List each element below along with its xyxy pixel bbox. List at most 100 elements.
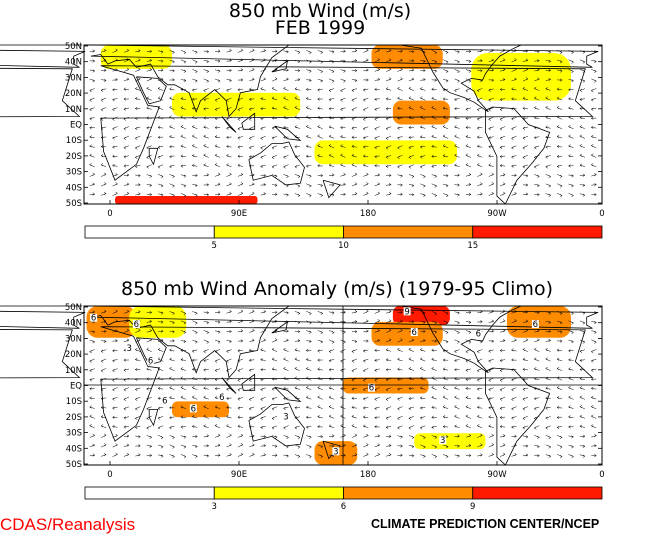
colorbar-label: 6 <box>341 502 346 512</box>
coastline <box>248 141 305 186</box>
contour-label-bg <box>189 404 197 413</box>
vector-field <box>89 309 597 459</box>
coastline <box>485 367 551 466</box>
y-tick-label: 50N <box>65 303 82 313</box>
y-tick-label: 50S <box>66 199 82 209</box>
colorbar-swatch <box>84 486 215 500</box>
footer-credit-left: CDAS/Reanalysis <box>0 515 135 534</box>
x-tick-label: 90E <box>231 470 247 480</box>
panel2-wind-vectors <box>89 309 597 459</box>
contour-label: 6 <box>369 384 374 394</box>
y-tick-label: 40N <box>65 58 82 68</box>
coastline <box>148 408 159 427</box>
coastline <box>274 125 302 141</box>
y-tick-label: 30N <box>65 334 82 344</box>
x-tick-label: 90W <box>487 209 507 219</box>
coastline <box>100 326 594 442</box>
coastline <box>271 60 288 73</box>
y-tick-label: 50N <box>65 42 82 52</box>
contour-label: 6 <box>148 357 153 367</box>
contour-label: 6 <box>533 320 538 330</box>
coastline <box>241 112 256 130</box>
y-tick-label: 10N <box>65 105 82 115</box>
shaded-region <box>172 92 301 117</box>
coastline <box>148 147 159 166</box>
panel2-y-ticks: 50N 40N 30N 20N 10N EQ 10S 20S 30S 40S 50S <box>65 303 602 470</box>
x-tick-label: 0 <box>107 470 112 480</box>
y-tick-label: 20S <box>66 413 82 423</box>
panel2-colorbar: 3 6 9 <box>84 486 603 512</box>
y-tick-label: 40N <box>65 319 82 329</box>
contour-label-bg <box>125 343 133 352</box>
shaded-region <box>471 52 571 101</box>
y-tick-label: EQ <box>70 121 82 131</box>
contour-label-bg <box>332 447 340 456</box>
colorbar-label: 3 <box>212 502 217 512</box>
y-tick-label: 30N <box>65 73 82 83</box>
coastline <box>136 76 167 105</box>
contour-label-bg <box>161 396 169 405</box>
contour-label-bg <box>439 436 447 445</box>
panel-anomaly: 850 mb Wind Anomaly (m/s) (1979-95 Climo… <box>0 278 605 512</box>
shaded-region <box>86 306 137 338</box>
contour-label-bg <box>410 328 418 337</box>
shaded-region <box>115 196 258 204</box>
contour-label: 6 <box>91 314 96 324</box>
contour-label: 3 <box>440 436 445 446</box>
contour-label: 3 <box>283 412 288 422</box>
panel2-shading <box>86 306 571 465</box>
contour-label: 3 <box>127 344 132 354</box>
y-tick-label: 10N <box>65 366 82 376</box>
y-tick-label: 20S <box>66 152 82 162</box>
x-tick-label: 180 <box>360 470 376 480</box>
shaded-region <box>129 306 187 338</box>
coastline <box>274 386 302 402</box>
panel1-subtitle: FEB 1999 <box>275 17 365 39</box>
contour-label: 6 <box>412 328 417 338</box>
shaded-region <box>343 377 429 394</box>
shaded-region <box>392 100 450 125</box>
colorbar-swatch <box>84 225 215 239</box>
contour-label: 9 <box>404 307 409 317</box>
colorbar-swatch <box>343 486 474 500</box>
colorbar-swatch <box>472 225 603 239</box>
contour-label-bg <box>403 307 411 316</box>
y-tick-label: 20N <box>65 89 82 99</box>
panel2-title: 850 mb Wind Anomaly (m/s) (1979-95 Climo… <box>121 278 553 300</box>
vector-field <box>89 48 597 198</box>
y-tick-label: 10S <box>66 397 82 407</box>
footer-credit-right: CLIMATE PREDICTION CENTER/NCEP <box>371 517 599 531</box>
shaded-region <box>172 401 229 418</box>
colorbar-swatch <box>213 225 344 239</box>
contour-label-bg <box>218 393 226 402</box>
colorbar-swatch <box>472 486 603 500</box>
panel1-shading <box>100 45 571 204</box>
contour-label-bg <box>368 383 375 392</box>
shaded-region <box>371 321 443 346</box>
coastline <box>485 106 551 205</box>
contour-label: 6 <box>162 396 167 406</box>
panel1-title: 850 mb Wind (m/s) <box>229 0 411 22</box>
contour-label-bg <box>282 412 290 421</box>
y-tick-label: 50S <box>66 460 82 470</box>
colorbar-swatch <box>343 225 474 239</box>
contour-label-bg <box>531 320 539 329</box>
contour-label: 3 <box>333 447 338 457</box>
panel-wind: 850 mb Wind (m/s) FEB 1999 50N 40N 30N 20N 1… <box>0 0 605 251</box>
y-tick-label: 40S <box>66 183 82 193</box>
coastline <box>322 179 341 199</box>
contour-label: 6 <box>191 404 196 414</box>
y-tick-label: 30S <box>66 168 82 178</box>
y-tick-label: 40S <box>66 444 82 454</box>
y-tick-label: EQ <box>70 382 82 392</box>
colorbar-label: 10 <box>338 241 349 251</box>
panel1-wind-vectors <box>89 48 597 198</box>
contour-label: 6 <box>219 393 224 403</box>
y-tick-label: 20N <box>65 350 82 360</box>
coastline <box>241 373 256 391</box>
x-tick-label: 0 <box>599 470 604 480</box>
coastline <box>248 402 305 447</box>
contour-label: 6 <box>476 330 481 340</box>
colorbar-label: 5 <box>212 241 217 251</box>
